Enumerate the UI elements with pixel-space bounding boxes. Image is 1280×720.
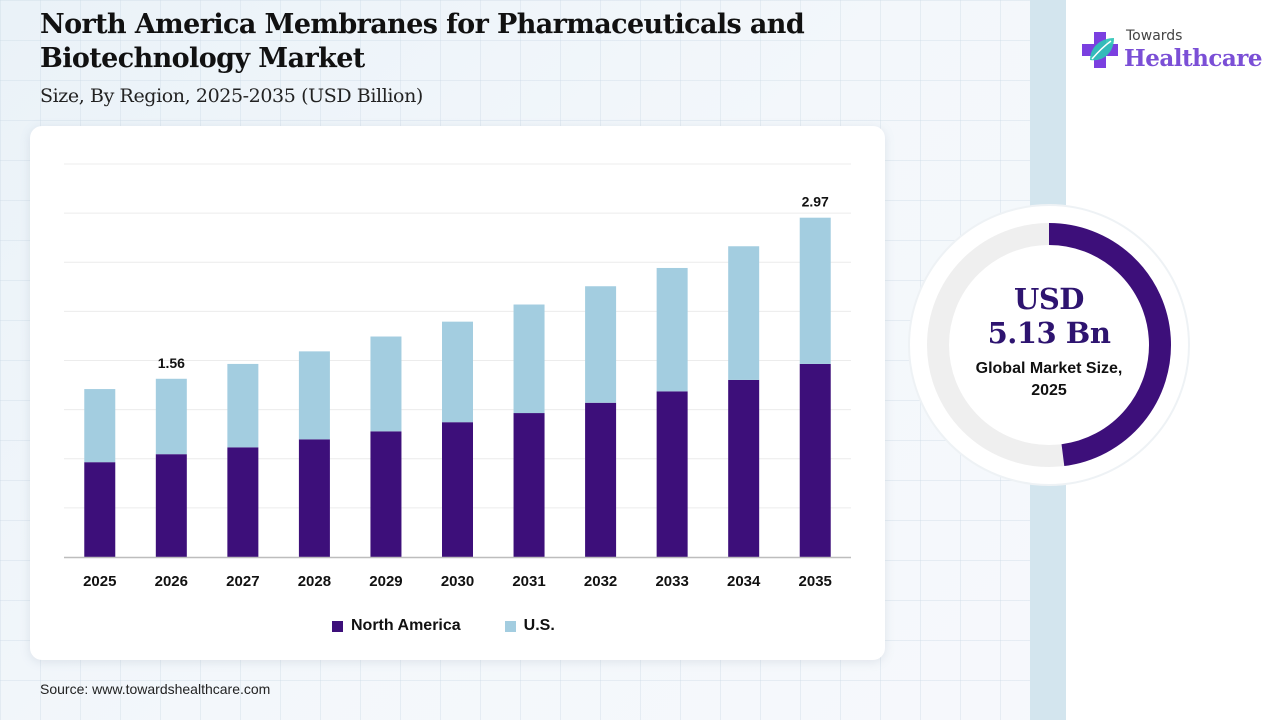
x-tick-label-2031: 2031: [512, 573, 545, 590]
x-tick-label-2029: 2029: [369, 573, 402, 590]
x-tick-label-2032: 2032: [584, 573, 617, 590]
x-tick-label-2025: 2025: [83, 573, 116, 590]
data-label-2026: 1.56: [158, 355, 185, 371]
bar-u-s-2033: [656, 267, 688, 392]
legend-swatch-north-america: [332, 620, 343, 632]
bar-u-s-2027: [227, 363, 259, 448]
bar-north-america-2033: [656, 391, 688, 557]
donut-svg: [908, 204, 1190, 486]
bar-u-s-2029: [370, 336, 402, 432]
donut-center-text: USD 5.13 Bn Global Market Size, 2025: [937, 282, 1161, 402]
donut-caption-line2: 2025: [1031, 382, 1067, 399]
bar-u-s-2026: [155, 378, 187, 455]
bar-u-s-2025: [84, 389, 116, 463]
bar-u-s-2034: [728, 246, 760, 380]
x-axis-labels: 2025 2026 2027 2028 2029 2030 2031 2032 2033 2034…: [83, 573, 832, 590]
bar-north-america-2026: [155, 454, 187, 557]
data-label-2035: 2.97: [802, 194, 829, 210]
brand-name-line2: Healthcare: [1124, 45, 1263, 72]
data-labels: 1.56 2.97: [158, 194, 829, 371]
legend-label-north-america: North America: [351, 617, 461, 634]
x-tick-label-2034: 2034: [727, 573, 761, 590]
brand-logo: Towards Healthcare: [1080, 26, 1263, 78]
bar-north-america-2029: [370, 431, 402, 557]
bar-u-s-2032: [585, 286, 617, 403]
donut-currency: USD: [1014, 282, 1084, 316]
donut-value: 5.13 Bn: [987, 316, 1111, 350]
page-title: North America Membranes for Pharmaceutic…: [40, 9, 805, 74]
x-tick-label-2027: 2027: [226, 573, 259, 590]
bar-u-s-2035: [799, 217, 831, 364]
x-tick-label-2035: 2035: [799, 573, 832, 590]
medical-cross-leaf-icon: [1082, 32, 1118, 68]
bars: [84, 217, 831, 557]
bar-north-america-2027: [227, 447, 259, 557]
bar-u-s-2028: [298, 351, 330, 440]
bar-north-america-2025: [84, 462, 116, 557]
legend-item-north-america: North America: [332, 617, 461, 635]
legend-item-us: U.S.: [504, 617, 555, 635]
x-tick-label-2033: 2033: [655, 573, 688, 590]
chart-legend: North America U.S.: [332, 616, 555, 636]
bar-u-s-2030: [442, 321, 473, 423]
bar-north-america-2030: [442, 422, 473, 557]
x-tick-label-2030: 2030: [441, 573, 474, 590]
bar-north-america-2028: [298, 439, 330, 557]
source-note: Source: www.towardshealthcare.com: [40, 681, 271, 697]
legend-label-us: U.S.: [523, 617, 555, 634]
donut-outer-ring: [908, 204, 1190, 486]
donut-caption: Global Market Size, 2025: [937, 358, 1161, 402]
legend-swatch-us: [504, 620, 516, 632]
x-tick-label-2028: 2028: [298, 573, 331, 590]
bar-north-america-2031: [513, 413, 545, 557]
bar-u-s-2031: [513, 304, 545, 414]
donut-caption-line1: Global Market Size,: [975, 360, 1123, 377]
bar-north-america-2035: [799, 363, 831, 557]
x-tick-label-2026: 2026: [155, 573, 188, 590]
market-size-donut: [907, 203, 1191, 487]
bar-north-america-2032: [585, 402, 617, 557]
bar-north-america-2034: [728, 379, 760, 557]
brand-name-line1: Towards: [1126, 28, 1183, 44]
donut-fill-arc: [1048, 223, 1171, 467]
page-subtitle: Size, By Region, 2025-2035 (USD Billion): [40, 85, 423, 107]
